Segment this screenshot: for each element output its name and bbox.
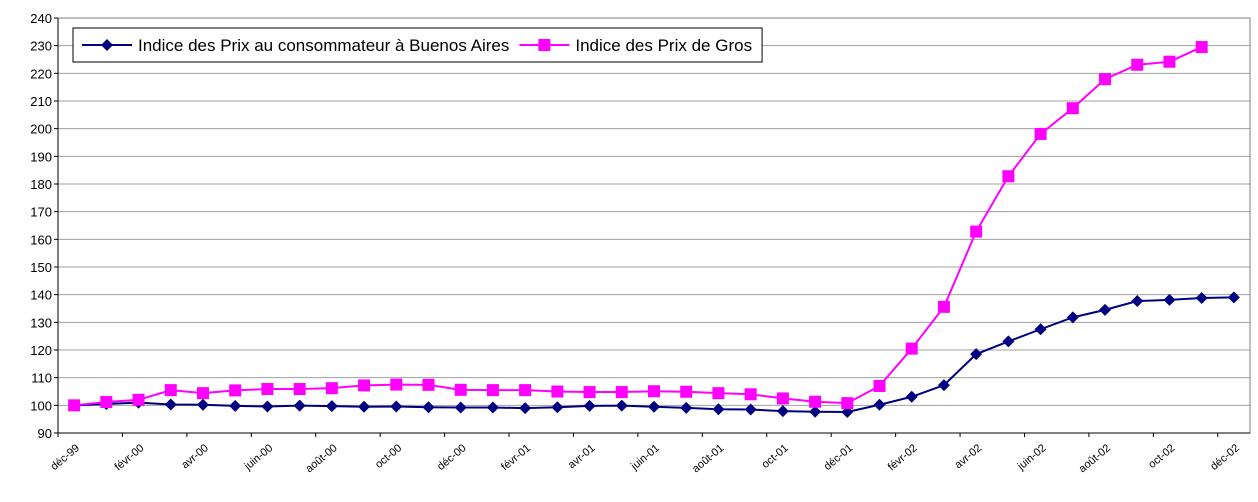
y-tick-label: 160 xyxy=(30,232,52,247)
y-tick-label: 130 xyxy=(30,315,52,330)
marker xyxy=(970,348,983,361)
marker xyxy=(873,379,886,392)
y-tick-label: 220 xyxy=(30,66,52,81)
marker xyxy=(970,225,983,238)
marker xyxy=(1131,295,1144,308)
marker xyxy=(1066,102,1079,115)
legend-marker xyxy=(101,39,113,51)
y-tick-label: 90 xyxy=(38,426,52,441)
y-tick-label: 100 xyxy=(30,398,52,413)
legend-label: Indice des Prix au consommateur à Buenos… xyxy=(138,36,509,55)
marker xyxy=(551,401,564,414)
marker xyxy=(1066,311,1079,324)
marker xyxy=(1195,291,1208,304)
marker xyxy=(937,379,950,392)
marker xyxy=(229,399,242,412)
marker xyxy=(615,399,628,412)
legend: Indice des Prix au consommateur à Buenos… xyxy=(72,27,763,63)
marker xyxy=(132,393,145,406)
y-tick-label: 210 xyxy=(30,94,52,109)
marker xyxy=(583,399,596,412)
marker xyxy=(905,390,918,403)
marker xyxy=(422,401,435,414)
y-tick-label: 170 xyxy=(30,205,52,220)
marker xyxy=(196,387,209,400)
marker xyxy=(196,398,209,411)
marker xyxy=(905,342,918,355)
marker xyxy=(680,385,693,398)
marker xyxy=(293,383,306,396)
marker xyxy=(390,378,403,391)
y-tick-label: 200 xyxy=(30,122,52,137)
marker xyxy=(744,388,757,401)
marker xyxy=(164,384,177,397)
marker xyxy=(519,402,532,415)
y-tick-label: 190 xyxy=(30,149,52,164)
marker xyxy=(873,398,886,411)
y-tick-label: 240 xyxy=(30,11,52,26)
y-tick-label: 230 xyxy=(30,39,52,54)
marker xyxy=(583,386,596,399)
marker xyxy=(519,384,532,397)
legend-marker xyxy=(538,39,551,51)
marker xyxy=(422,378,435,391)
marker xyxy=(1195,41,1208,54)
marker xyxy=(358,379,371,392)
y-tick-label: 120 xyxy=(30,343,52,358)
marker xyxy=(1099,73,1112,86)
marker xyxy=(454,383,467,396)
marker xyxy=(100,396,113,409)
marker xyxy=(615,386,628,399)
marker xyxy=(358,400,371,413)
y-tick-label: 180 xyxy=(30,177,52,192)
marker xyxy=(712,387,725,400)
marker xyxy=(648,385,660,398)
y-tick-label: 110 xyxy=(31,371,52,386)
legend-label: Indice des Prix de Gros xyxy=(575,36,752,55)
legend-marker-group xyxy=(101,39,113,51)
marker xyxy=(229,384,242,397)
marker xyxy=(551,385,564,398)
marker xyxy=(1131,58,1144,71)
y-tick-label: 140 xyxy=(30,288,52,303)
marker xyxy=(809,395,822,408)
marker xyxy=(1002,335,1015,348)
marker xyxy=(937,300,950,313)
marker xyxy=(293,399,306,412)
marker xyxy=(454,401,467,414)
marker xyxy=(648,400,660,413)
marker xyxy=(68,399,81,412)
marker xyxy=(325,400,338,413)
marker xyxy=(325,382,338,395)
marker xyxy=(1227,291,1240,304)
marker xyxy=(776,392,789,405)
marker xyxy=(776,405,789,418)
marker xyxy=(841,397,854,410)
marker xyxy=(261,383,274,396)
legend-box xyxy=(72,27,763,63)
legend-marker-group xyxy=(538,39,551,51)
marker xyxy=(1034,323,1047,336)
marker xyxy=(1034,127,1047,140)
marker xyxy=(164,398,177,411)
marker xyxy=(486,401,499,414)
marker xyxy=(809,405,822,418)
marker xyxy=(1002,170,1015,183)
y-tick-label: 150 xyxy=(30,260,52,275)
marker xyxy=(486,384,499,397)
marker xyxy=(1163,55,1176,68)
marker xyxy=(744,403,757,416)
marker xyxy=(390,400,403,413)
marker xyxy=(261,400,274,413)
marker xyxy=(1099,303,1112,316)
marker xyxy=(712,403,725,416)
marker xyxy=(680,401,693,414)
marker xyxy=(1163,293,1176,306)
